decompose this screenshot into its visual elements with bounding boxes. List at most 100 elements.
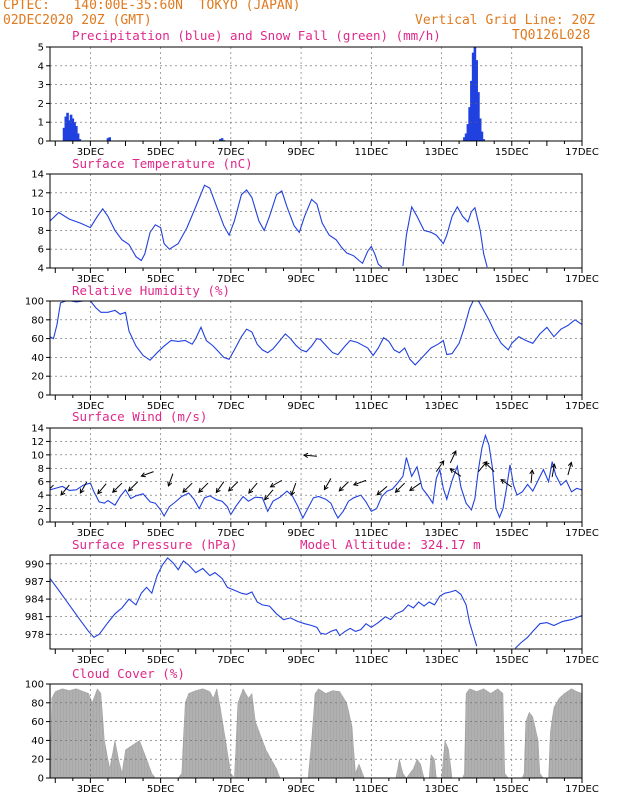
- wind-arrow-head: [269, 482, 276, 488]
- xtick-label: 13DEC: [425, 147, 459, 158]
- xtick-label: 5DEC: [147, 147, 174, 158]
- bar: [64, 116, 68, 141]
- bar: [470, 80, 473, 141]
- panel-frame: [49, 683, 583, 779]
- series-line: [402, 205, 488, 268]
- wind-arrow: [551, 463, 557, 478]
- wind-arrow-head: [248, 488, 254, 494]
- wind-arrow-shaft: [449, 468, 462, 477]
- wind-arrow-shaft: [323, 478, 332, 490]
- bar: [220, 138, 224, 141]
- xtick-label: 15DEC: [495, 784, 529, 795]
- wind-arrow-head: [215, 487, 221, 494]
- wind-arrow-shaft: [338, 481, 349, 492]
- wind-arrow-shaft: [409, 482, 421, 491]
- wind-arrow-shaft: [435, 460, 445, 472]
- cloud-cover-area: [50, 687, 582, 778]
- panel-title: Precipitation (blue) and Snow Fall (gree…: [72, 28, 441, 43]
- wind-arrow-head: [451, 450, 457, 456]
- wind-arrow-head: [140, 472, 146, 478]
- header-station: CPTEC: 140:00E-35:60N TOKYO (JAPAN): [3, 0, 301, 13]
- wind-arrow-shaft: [376, 486, 388, 496]
- xtick-label: 7DEC: [217, 274, 244, 285]
- ytick-label: 0: [38, 518, 44, 529]
- panel-title: Relative Humidity (%): [72, 283, 230, 298]
- ytick-label: 20: [31, 372, 44, 383]
- wind-arrow-shaft: [449, 450, 457, 464]
- wind-arrow: [529, 469, 535, 484]
- wind-arrow-shaft: [167, 473, 174, 487]
- wind-arrow-shaft: [551, 464, 555, 478]
- xtick-label: 15DEC: [495, 401, 529, 412]
- wind-arrow-shaft: [79, 481, 88, 494]
- wind-arrow: [112, 482, 123, 493]
- ytick-label: 0: [38, 391, 44, 402]
- bar: [68, 120, 71, 141]
- wind-arrow-head: [79, 488, 85, 494]
- bar: [480, 131, 484, 141]
- xtick-label: 7DEC: [217, 655, 244, 666]
- wind-arrow: [50, 484, 54, 490]
- series-line: [514, 614, 582, 649]
- ytick-label: 60: [31, 717, 44, 728]
- wind-arrow-head: [263, 495, 270, 501]
- wind-arrow: [352, 479, 367, 486]
- xtick-label: 9DEC: [287, 655, 314, 666]
- xtick-label: 11DEC: [354, 274, 388, 285]
- panel-data: [50, 184, 488, 268]
- panel-title: Surface Wind (m/s): [72, 409, 207, 424]
- xtick-label: 5DEC: [147, 784, 174, 795]
- header-code: TQ0126L028: [512, 28, 591, 43]
- xtick-label: 15DEC: [495, 528, 529, 539]
- header-grid-note: Vertical Grid Line: 20Z: [415, 13, 596, 28]
- wind-arrow-head: [394, 487, 400, 493]
- ytick-label: 40: [31, 353, 44, 364]
- ytick-label: 987: [25, 577, 44, 588]
- wind-arrow-shaft: [264, 489, 274, 501]
- ytick-label: 100: [25, 680, 44, 691]
- bar: [108, 137, 111, 141]
- xtick-label: 9DEC: [287, 401, 314, 412]
- bar: [69, 114, 73, 141]
- wind-arrow-head: [97, 489, 103, 495]
- xtick-label: 7DEC: [217, 401, 244, 412]
- wind-arrow-head: [182, 487, 188, 493]
- bar: [78, 139, 82, 141]
- xtick-label: 9DEC: [287, 274, 314, 285]
- wind-arrow-shaft: [290, 482, 297, 496]
- wind-arrow-shaft: [270, 479, 283, 488]
- wind-arrow-shaft: [395, 482, 406, 493]
- wind-arrow-shaft: [198, 482, 209, 493]
- wind-arrow-head: [484, 461, 490, 467]
- xtick-label: 5DEC: [147, 401, 174, 412]
- wind-arrow-head: [352, 481, 359, 486]
- wind-arrow: [182, 482, 193, 493]
- bar: [71, 118, 75, 141]
- series-line: [50, 301, 582, 366]
- wind-arrow-head: [449, 468, 455, 474]
- wind-arrow: [140, 471, 154, 478]
- xtick-label: 9DEC: [287, 147, 314, 158]
- ytick-label: 4: [38, 61, 44, 72]
- bar: [73, 122, 76, 141]
- wind-arrow: [198, 482, 209, 493]
- wind-arrow-shaft: [112, 482, 123, 493]
- panel-6: 0 20 40 60 80 100 3DEC 5DEC 7DEC 9DEC 11DEC 13DEC 15…: [25, 666, 599, 795]
- xtick-label: 7DEC: [217, 147, 244, 158]
- wind-arrow-shaft: [567, 462, 572, 476]
- ytick-label: 984: [25, 595, 44, 606]
- bar: [475, 60, 478, 141]
- xtick-label: 3DEC: [77, 274, 104, 285]
- bar: [106, 138, 110, 141]
- ytick-label: 8: [38, 464, 44, 475]
- wind-arrow: [79, 481, 88, 494]
- wind-arrow-shaft: [303, 454, 317, 457]
- bar: [471, 52, 475, 141]
- bar: [75, 125, 78, 141]
- wind-arrow-shaft: [182, 482, 193, 493]
- panel-title: Cloud Cover (%): [72, 666, 185, 681]
- panel-2: 4 6 8 10 12 14 3DEC 5DEC 7DEC 9DEC 11DEC 13DEC 15DEC…: [31, 156, 599, 285]
- xtick-label: 17DEC: [565, 401, 599, 412]
- wind-arrow: [408, 482, 421, 492]
- ytick-label: 10: [31, 207, 44, 218]
